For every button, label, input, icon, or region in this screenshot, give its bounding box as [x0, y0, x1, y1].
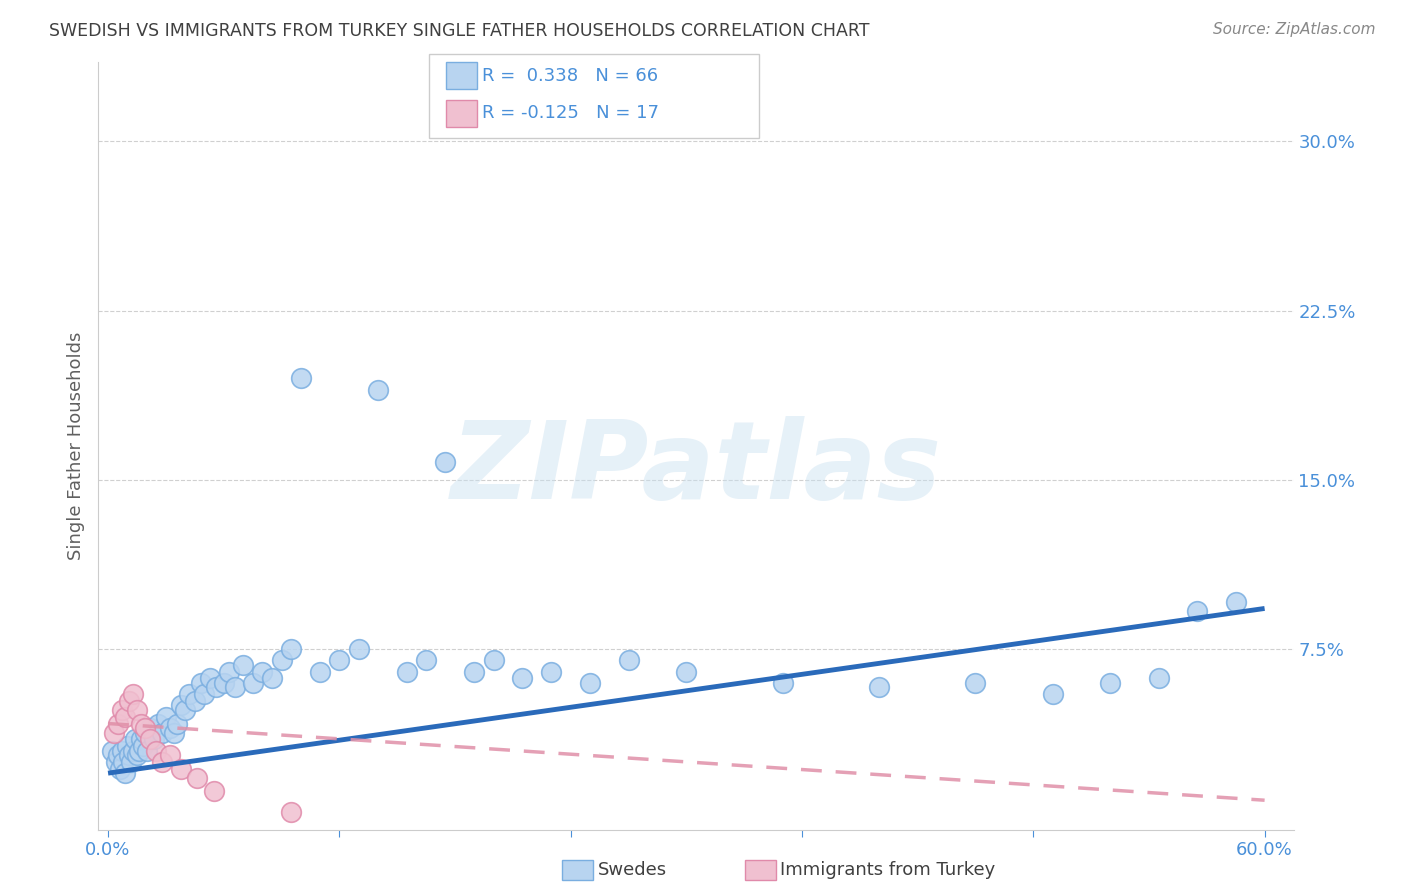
Point [184, 694, 207, 708]
Point [868, 681, 890, 695]
Point [162, 725, 184, 739]
Point [170, 762, 193, 776]
Point [232, 657, 254, 672]
Y-axis label: Single Father Households: Single Father Households [66, 332, 84, 560]
Point [148, 716, 170, 731]
Point [415, 653, 437, 667]
Point [110, 703, 132, 717]
Point [110, 743, 132, 757]
Point [139, 732, 162, 747]
Point [212, 676, 235, 690]
Point [482, 653, 505, 667]
Point [280, 805, 302, 819]
Point [128, 743, 150, 757]
Point [125, 703, 148, 717]
Text: Swedes: Swedes [598, 861, 666, 879]
Point [395, 665, 418, 679]
Point [1147, 672, 1170, 686]
Point [190, 676, 212, 690]
Point [205, 681, 228, 695]
Text: ZIPatlas: ZIPatlas [450, 416, 942, 522]
Point [200, 672, 222, 686]
Point [675, 665, 697, 679]
Text: Immigrants from Turkey: Immigrants from Turkey [780, 861, 995, 879]
Point [260, 672, 283, 686]
Point [104, 755, 127, 769]
Point [224, 681, 246, 695]
Point [117, 739, 139, 753]
Point [1099, 676, 1122, 690]
Point [112, 755, 135, 769]
Point [118, 694, 141, 708]
Point [328, 653, 350, 667]
Point [134, 725, 156, 739]
Point [159, 748, 181, 763]
Point [367, 383, 389, 397]
Point [309, 665, 332, 679]
Point [103, 725, 125, 739]
Point [170, 698, 193, 713]
Point [540, 665, 562, 679]
Point [617, 653, 640, 667]
Point [290, 371, 312, 385]
Point [145, 743, 167, 757]
Point [463, 665, 485, 679]
Point [218, 665, 240, 679]
Point [252, 665, 274, 679]
Text: R = -0.125   N = 17: R = -0.125 N = 17 [482, 104, 659, 122]
Point [129, 732, 152, 747]
Point [101, 743, 124, 757]
Point [772, 676, 794, 690]
Point [124, 732, 146, 747]
Point [122, 687, 145, 701]
Point [143, 732, 166, 747]
Text: SWEDISH VS IMMIGRANTS FROM TURKEY SINGLE FATHER HOUSEHOLDS CORRELATION CHART: SWEDISH VS IMMIGRANTS FROM TURKEY SINGLE… [49, 22, 870, 40]
Point [965, 676, 987, 690]
Point [347, 642, 370, 657]
Point [434, 455, 457, 469]
Text: R =  0.338   N = 66: R = 0.338 N = 66 [482, 67, 658, 85]
Point [512, 672, 534, 686]
Point [1042, 687, 1064, 701]
Point [174, 703, 197, 717]
Point [107, 748, 129, 763]
Point [125, 748, 148, 763]
Point [186, 771, 208, 785]
Point [150, 725, 173, 739]
Point [270, 653, 292, 667]
Point [132, 739, 155, 753]
Point [107, 716, 129, 731]
Point [193, 687, 215, 701]
Point [108, 762, 131, 776]
Point [134, 721, 156, 735]
Point [118, 748, 141, 763]
Point [139, 721, 162, 735]
Point [120, 755, 142, 769]
Point [114, 710, 136, 724]
Point [122, 743, 145, 757]
Point [150, 755, 173, 769]
Point [129, 716, 152, 731]
Point [579, 676, 602, 690]
Point [114, 766, 136, 780]
Point [280, 642, 302, 657]
Point [1185, 604, 1208, 618]
Point [135, 743, 157, 757]
Point [202, 784, 225, 798]
Point [166, 716, 188, 731]
Point [159, 721, 181, 735]
Point [242, 676, 264, 690]
Text: Source: ZipAtlas.com: Source: ZipAtlas.com [1212, 22, 1375, 37]
Point [155, 710, 177, 724]
Point [1225, 595, 1247, 609]
Point [177, 687, 200, 701]
